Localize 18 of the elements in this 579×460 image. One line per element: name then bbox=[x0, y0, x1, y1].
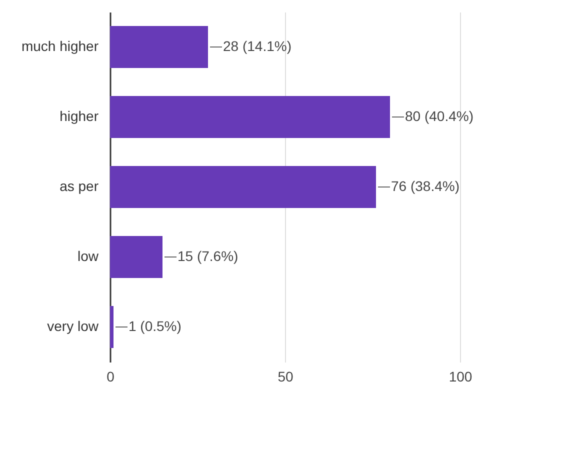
data-label: 15 (7.6%) bbox=[178, 248, 238, 264]
y-tick-label: as per bbox=[60, 178, 99, 194]
data-label: 28 (14.1%) bbox=[223, 38, 292, 54]
x-tick-label: 0 bbox=[106, 368, 115, 384]
data-label: 1 (0.5%) bbox=[128, 318, 182, 334]
bar bbox=[110, 306, 114, 348]
data-label: 76 (38.4%) bbox=[391, 178, 460, 194]
data-label: 80 (40.4%) bbox=[405, 108, 474, 124]
bar bbox=[110, 26, 208, 68]
x-tick-label: 100 bbox=[448, 368, 472, 384]
y-tick-label: higher bbox=[60, 108, 99, 124]
y-tick-label: much higher bbox=[21, 38, 99, 54]
bar bbox=[110, 166, 376, 208]
bar bbox=[110, 96, 390, 138]
bar bbox=[110, 236, 162, 278]
y-tick-label: very low bbox=[47, 318, 100, 334]
y-tick-label: low bbox=[77, 248, 100, 264]
x-tick-label: 50 bbox=[278, 368, 294, 384]
